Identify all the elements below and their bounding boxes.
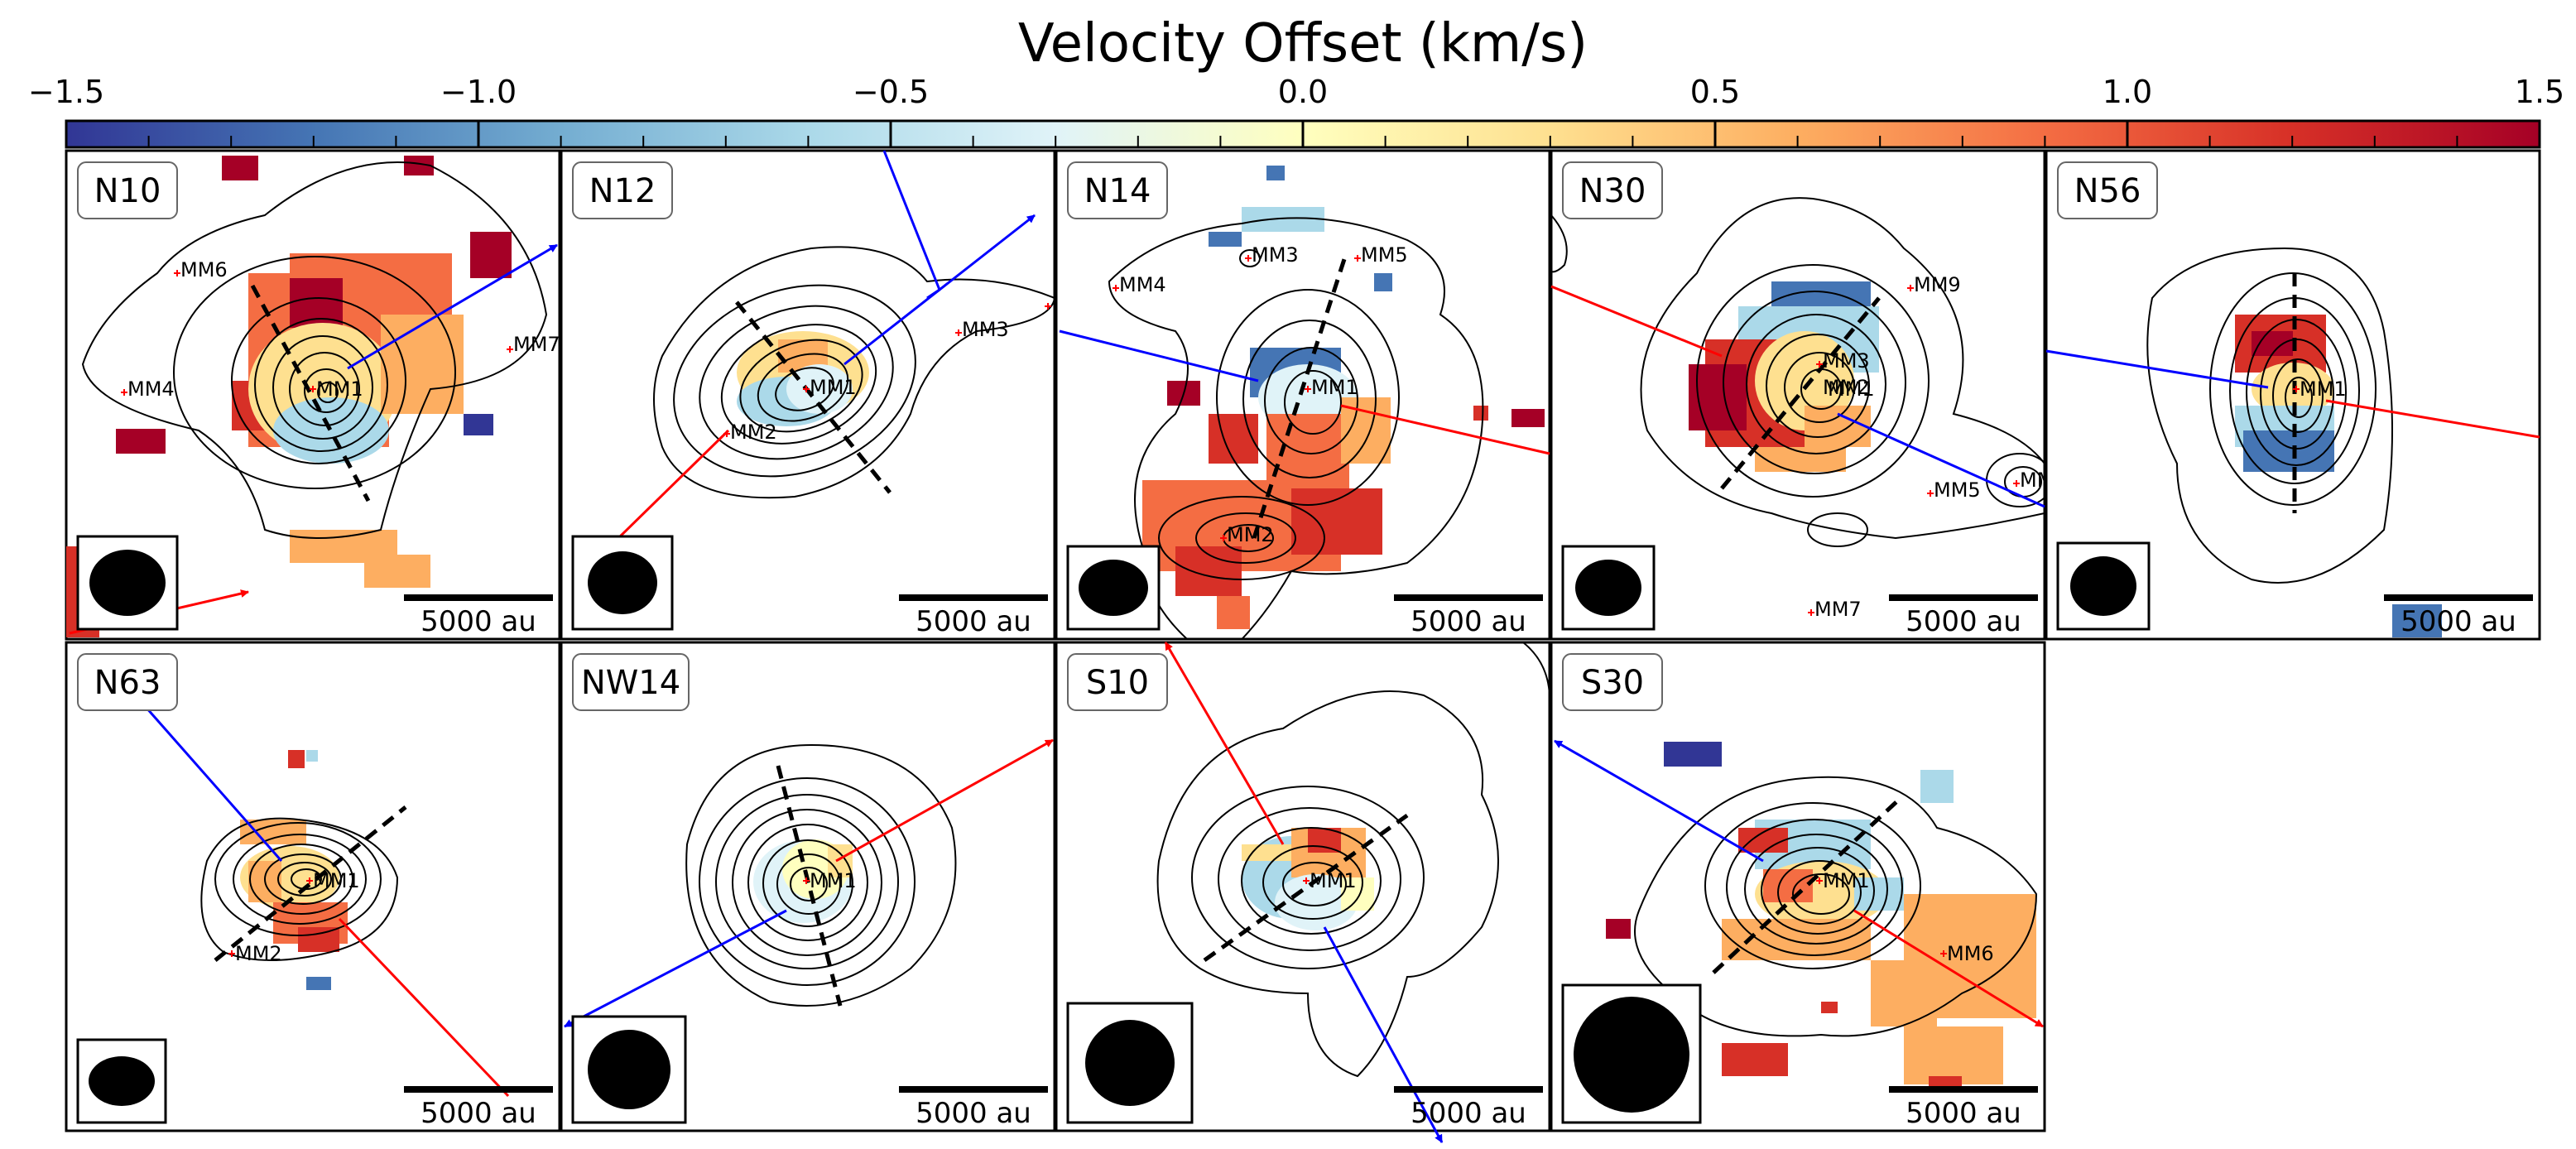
colorbar-tick-label: 1.5 [2515, 74, 2564, 110]
scale-bar-label: 5000 au [1906, 605, 2021, 638]
source-label: MM1 [316, 377, 363, 401]
scale-bar-label: 5000 au [421, 1097, 536, 1130]
beam-ellipse [588, 1030, 670, 1109]
scale-bar-label: 5000 au [1906, 1097, 2021, 1130]
source-label: MM6 [180, 258, 228, 281]
panel-label: N14 [1084, 172, 1151, 210]
velocity-map [1689, 281, 1879, 472]
contours [1551, 197, 2045, 547]
panel-label: N10 [94, 172, 161, 210]
panel-NW14: MM1 NW14 5000 au [560, 641, 1056, 1132]
colorbar-tick-label: 0.5 [1690, 74, 1740, 110]
source-label: MM6 [1947, 942, 1994, 965]
source-label: MM1 [1311, 376, 1358, 399]
scale-bar-label: 5000 au [916, 605, 1031, 638]
panel-label: N12 [589, 172, 656, 210]
colorbar-tick-label: 1.0 [2103, 74, 2152, 110]
scale-bar-label: 5000 au [916, 1097, 1031, 1130]
scale-bar-label: 5000 au [421, 605, 536, 638]
panel-N10: MM1 MM4 MM6 MM7 N10 5000 au [65, 149, 561, 641]
contours [653, 246, 1055, 499]
colorbar-tick-label: −1.5 [28, 74, 104, 110]
beam-ellipse [588, 551, 657, 614]
scale-bar-label: 5000 au [2401, 605, 2516, 638]
velocity-map [240, 750, 348, 990]
beam-ellipse [1575, 560, 1641, 616]
source-label: MM2 [235, 942, 282, 965]
beam-ellipse [89, 1056, 155, 1106]
panel-S10: MM1 S10 5000 au [1055, 641, 1551, 1143]
panel-S30: MM1 MM6 S30 5000 au [1550, 641, 2046, 1132]
beam-ellipse [1079, 560, 1148, 616]
scale-bar-label: 5000 au [1411, 1097, 1526, 1130]
colorbar-tick-label: −0.5 [853, 74, 929, 110]
panel-N14: MM1 MM2 MM3 MM4 MM5 N14 5000 au [1055, 149, 1551, 641]
source-label: MM3 [1823, 349, 1870, 373]
velocity-map [737, 331, 869, 426]
beam-ellipse [1574, 997, 1689, 1113]
source-label: MM3 [962, 318, 1009, 341]
source-label: MM7 [513, 333, 560, 356]
source-label: MM1 [810, 376, 857, 399]
source-label: MM7 [1814, 598, 1862, 621]
source-label: MM9 [1914, 273, 1961, 296]
panel-N30: MM1 MM2 MM3 MM5 MM7 MM9 MM N30 5000 au [1550, 149, 2054, 641]
panel-label: S30 [1581, 664, 1644, 702]
source-label: MM1 [2300, 377, 2347, 401]
colorbar-tick-label: −1.0 [440, 74, 517, 110]
source-label: MM1 [313, 869, 360, 892]
source-label: MM1 [1310, 869, 1357, 892]
source-label: MM4 [1119, 273, 1166, 296]
source-label: MM2 [1823, 376, 1870, 399]
source-label: MM4 [127, 377, 175, 401]
source-label: MM5 [1934, 478, 1981, 502]
contours [200, 817, 399, 961]
contours [1156, 642, 1550, 1078]
contours [81, 161, 548, 539]
velocity-map [1242, 828, 1374, 930]
source-label: MM1 [1823, 869, 1870, 892]
panel-label: S10 [1086, 664, 1149, 702]
scale-bar-label: 5000 au [1411, 605, 1526, 638]
contours [685, 743, 957, 1007]
panel-label: NW14 [581, 664, 680, 702]
beam-ellipse [2070, 556, 2136, 616]
source-label: MM5 [1361, 243, 1408, 267]
panel-label: N56 [2074, 172, 2141, 210]
source-label: MM3 [1252, 243, 1299, 267]
panel-label: N63 [94, 664, 161, 702]
source-label: MM2 [730, 421, 777, 444]
colorbar-ticks: −1.5 −1.0 −0.5 0.0 0.5 1.0 1.5 [28, 74, 2564, 147]
contours [1108, 217, 1484, 639]
beam-ellipse [89, 550, 166, 616]
source-label: MM1 [810, 869, 857, 892]
panel-N12: MM1 MM2 MM3 N12 5000 au [560, 149, 1056, 641]
source-label: MM2 [1227, 523, 1274, 546]
source-label: MM1 [1828, 377, 1875, 401]
panel-N56: MM1 N56 5000 au [2045, 149, 2541, 641]
colorbar-tick-label: 0.0 [1278, 74, 1328, 110]
colorbar-title: Velocity Offset (km/s) [1018, 13, 1588, 75]
panel-N63: MM1 MM2 N63 5000 au [65, 641, 561, 1132]
panel-label: N30 [1579, 172, 1646, 210]
beam-ellipse [1085, 1020, 1175, 1106]
colorbar: Velocity Offset (km/s) −1.5 −1.0 −0.5 0.0 0.… [28, 13, 2564, 149]
